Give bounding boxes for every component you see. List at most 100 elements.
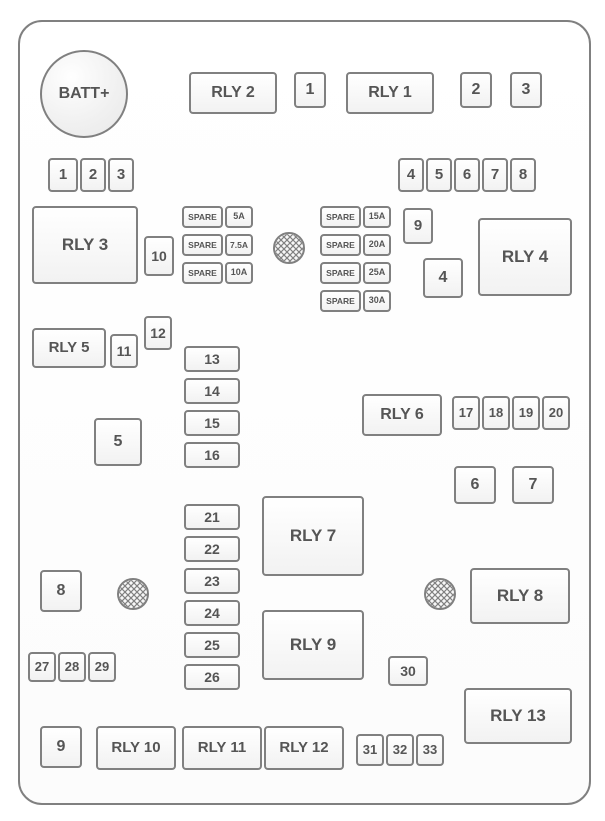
fuse-box: SPARE bbox=[320, 262, 361, 284]
fuse-box: 21 bbox=[184, 504, 240, 530]
fuse-box: 1 bbox=[294, 72, 326, 108]
fuse-box: RLY 3 bbox=[32, 206, 138, 284]
box-label: 23 bbox=[204, 574, 220, 589]
box-label: SPARE bbox=[326, 213, 355, 222]
box-label: 6 bbox=[463, 167, 471, 183]
fuse-box: 20A bbox=[363, 234, 391, 256]
box-label: 27 bbox=[35, 660, 49, 674]
box-label: 10A bbox=[231, 268, 248, 277]
box-label: 17 bbox=[459, 406, 473, 420]
box-label: RLY 9 bbox=[290, 636, 336, 654]
box-label: 5 bbox=[114, 434, 123, 451]
box-label: 22 bbox=[204, 542, 220, 557]
box-label: SPARE bbox=[188, 213, 217, 222]
fuse-box: 30 bbox=[388, 656, 428, 686]
fuse-box: RLY 8 bbox=[470, 568, 570, 624]
box-label: 8 bbox=[57, 583, 66, 600]
box-label: 1 bbox=[59, 167, 67, 183]
fuse-box: RLY 4 bbox=[478, 218, 572, 296]
box-label: RLY 11 bbox=[198, 740, 246, 756]
box-label: 2 bbox=[89, 167, 97, 183]
box-label: 8 bbox=[519, 167, 527, 183]
fuse-box: 13 bbox=[184, 346, 240, 372]
battery-terminal: BATT+ bbox=[40, 50, 128, 138]
fuse-box: RLY 6 bbox=[362, 394, 442, 436]
fuse-box: SPARE bbox=[182, 206, 223, 228]
box-label: 11 bbox=[117, 344, 132, 359]
fuse-box: 6 bbox=[454, 466, 496, 504]
box-label: 3 bbox=[522, 82, 531, 99]
box-label: RLY 13 bbox=[490, 707, 546, 725]
box-label: RLY 12 bbox=[279, 740, 328, 756]
box-label: RLY 1 bbox=[368, 85, 412, 102]
fuse-box: 2 bbox=[460, 72, 492, 108]
fuse-box: RLY 7 bbox=[262, 496, 364, 576]
battery-label: BATT+ bbox=[59, 85, 110, 103]
box-label: 14 bbox=[204, 384, 220, 399]
fuse-box: 7 bbox=[482, 158, 508, 192]
box-label: RLY 2 bbox=[211, 85, 255, 102]
fuse-box: 1 bbox=[48, 158, 78, 192]
fuse-box: 15 bbox=[184, 410, 240, 436]
box-label: 29 bbox=[95, 660, 109, 674]
box-label: 15 bbox=[204, 416, 220, 431]
fuse-box: 7 bbox=[512, 466, 554, 504]
fuse-box: 8 bbox=[510, 158, 536, 192]
fuse-box: 10A bbox=[225, 262, 253, 284]
box-label: 12 bbox=[150, 326, 166, 341]
box-label: 24 bbox=[204, 606, 220, 621]
box-label: 9 bbox=[57, 739, 66, 756]
fuse-box: 7.5A bbox=[225, 234, 253, 256]
box-label: 7 bbox=[491, 167, 499, 183]
fuse-box: 29 bbox=[88, 652, 116, 682]
box-label: 7 bbox=[529, 477, 538, 494]
fuse-box: SPARE bbox=[182, 262, 223, 284]
box-label: 3 bbox=[117, 167, 125, 183]
fuse-box: RLY 2 bbox=[189, 72, 277, 114]
fuse-box: SPARE bbox=[320, 290, 361, 312]
fuse-box: RLY 1 bbox=[346, 72, 434, 114]
box-label: 28 bbox=[65, 660, 79, 674]
fuse-box: SPARE bbox=[320, 206, 361, 228]
fuse-box: 9 bbox=[40, 726, 82, 768]
fuse-box: 32 bbox=[386, 734, 414, 766]
box-label: 21 bbox=[204, 510, 220, 525]
fuse-box: 24 bbox=[184, 600, 240, 626]
box-label: SPARE bbox=[326, 297, 355, 306]
box-label: SPARE bbox=[188, 241, 217, 250]
fuse-box: SPARE bbox=[320, 234, 361, 256]
box-label: RLY 5 bbox=[49, 340, 90, 356]
box-label: RLY 8 bbox=[497, 587, 543, 605]
box-label: 1 bbox=[306, 82, 315, 99]
box-label: 2 bbox=[472, 82, 481, 99]
fuse-box: SPARE bbox=[182, 234, 223, 256]
fuse-box: 25 bbox=[184, 632, 240, 658]
box-label: RLY 4 bbox=[502, 248, 548, 266]
fuse-box: 5 bbox=[94, 418, 142, 466]
fuse-box: 11 bbox=[110, 334, 138, 368]
fuse-box: 9 bbox=[403, 208, 433, 244]
fuse-box: 6 bbox=[454, 158, 480, 192]
box-label: 4 bbox=[439, 270, 448, 287]
fuse-box: RLY 11 bbox=[182, 726, 262, 770]
box-label: RLY 7 bbox=[290, 527, 336, 545]
box-label: SPARE bbox=[326, 269, 355, 278]
fuse-box: 28 bbox=[58, 652, 86, 682]
box-label: SPARE bbox=[326, 241, 355, 250]
fuse-box: 2 bbox=[80, 158, 106, 192]
fuse-box: RLY 13 bbox=[464, 688, 572, 744]
fuse-box: RLY 9 bbox=[262, 610, 364, 680]
box-label: 6 bbox=[471, 477, 480, 494]
fuse-box: 27 bbox=[28, 652, 56, 682]
mounting-stud bbox=[117, 578, 149, 610]
fuse-box: 25A bbox=[363, 262, 391, 284]
fuse-box: 17 bbox=[452, 396, 480, 430]
box-label: 19 bbox=[519, 406, 533, 420]
fuse-box: 3 bbox=[108, 158, 134, 192]
fuse-box: 3 bbox=[510, 72, 542, 108]
mounting-stud bbox=[273, 232, 305, 264]
fuse-box: 4 bbox=[423, 258, 463, 298]
box-label: 16 bbox=[204, 448, 220, 463]
fuse-box-diagram: BATT+ RLY 21RLY 12312345678RLY 310SPARE5… bbox=[0, 0, 605, 821]
box-label: SPARE bbox=[188, 269, 217, 278]
